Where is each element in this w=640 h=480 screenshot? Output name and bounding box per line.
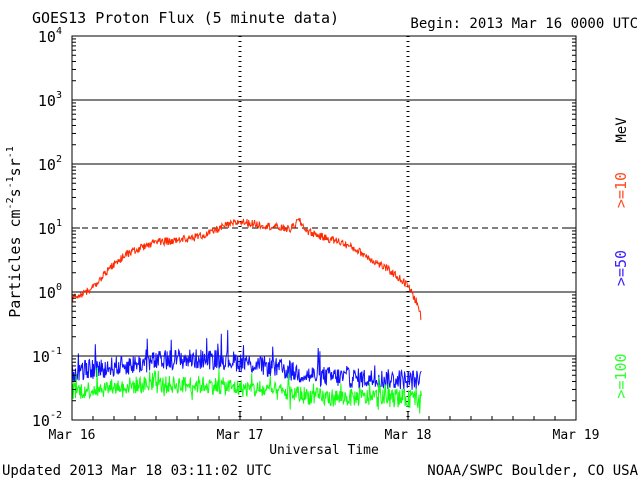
- x-tick-label: Mar 19: [553, 428, 600, 443]
- series-lines: [71, 217, 422, 414]
- grid: [72, 99, 576, 357]
- x-tick-label: Mar 17: [217, 428, 264, 443]
- credit-label: NOAA/SWPC Boulder, CO USA: [427, 463, 638, 479]
- y-tick-label: 103: [38, 90, 62, 110]
- x-tick-label: Mar 18: [385, 428, 432, 443]
- series-line-1: [71, 217, 422, 321]
- begin-label: Begin: 2013 Mar 16 0000 UTC: [410, 16, 638, 32]
- updated-label: Updated 2013 Mar 18 03:11:02 UTC: [2, 463, 272, 479]
- x-tick-label: Mar 16: [49, 428, 96, 443]
- legend-entry: >=100: [612, 353, 630, 398]
- legend-entry: >=50: [612, 250, 630, 286]
- series-line-2: [71, 330, 422, 390]
- series-line-3: [71, 367, 422, 414]
- y-tick-label: 102: [38, 154, 62, 174]
- x-tick-labels: Mar 16 Mar 17 Mar 18 Mar 19: [49, 412, 600, 443]
- legend: >=10 >=50 >=100: [612, 172, 630, 399]
- y-tick-labels: 10-2 10-1 100 101 102 103 104: [32, 26, 576, 430]
- y-tick-label: 101: [38, 218, 62, 238]
- legend-entry: >=10: [612, 172, 630, 208]
- x-axis-label: Universal Time: [269, 443, 379, 458]
- y-tick-label: 10-2: [32, 410, 62, 430]
- units-label: MeV: [614, 117, 630, 143]
- chart-title: GOES13 Proton Flux (5 minute data): [32, 9, 339, 27]
- y-axis-label: Particles cm-2s-1sr-1: [5, 146, 24, 318]
- y-tick-label: 100: [38, 282, 62, 302]
- y-tick-label: 104: [38, 26, 62, 46]
- y-tick-label: 10-1: [32, 346, 62, 366]
